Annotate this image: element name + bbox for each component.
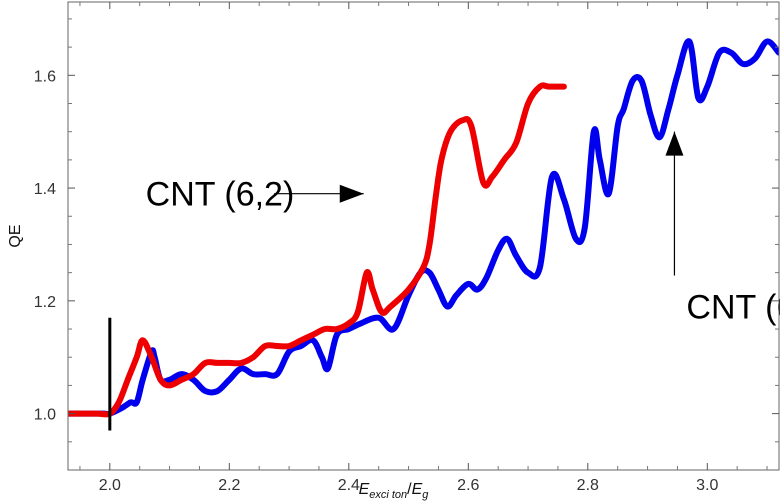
annotation-layer: CNT (6,2) CNT (6,5) xyxy=(146,131,780,326)
series-layer xyxy=(68,38,779,418)
x-axis-title-main: E xyxy=(359,481,370,498)
annotation-label-1: CNT (6,2) xyxy=(146,176,295,214)
x-axis-title-sep: / xyxy=(407,481,412,498)
x-axis-title-sub: exci ton xyxy=(369,489,407,501)
series-line-1 xyxy=(68,38,779,418)
y-tick-label: 1.2 xyxy=(34,294,56,311)
x-axis-title: Eexci ton/Eg xyxy=(359,481,430,501)
y-tick-label: 1.4 xyxy=(34,181,56,198)
x-tick-label: 2.8 xyxy=(577,477,599,494)
x-tick-label: 2.0 xyxy=(99,477,121,494)
series-line-2 xyxy=(68,82,567,418)
plot-area: CNT (6,2) CNT (6,5) xyxy=(68,38,780,431)
y-axis-title: QE xyxy=(7,224,24,247)
y-tick-label: 1.6 xyxy=(34,68,56,85)
x-axis-title-main2: E xyxy=(412,481,423,498)
annotation-arrowhead-1 xyxy=(339,184,364,203)
x-tick-label: 2.6 xyxy=(457,477,479,494)
annotation-arrowhead-2 xyxy=(665,131,684,156)
x-axis-title-sub2: g xyxy=(422,489,429,501)
annotation-label-2: CNT (6,5) xyxy=(686,288,780,326)
x-tick-label: 2.2 xyxy=(218,477,240,494)
plot-frame xyxy=(67,1,780,471)
y-tick-label: 1.0 xyxy=(34,407,56,424)
x-tick-label: 2.4 xyxy=(338,477,360,494)
x-tick-label: 3.0 xyxy=(696,477,718,494)
tick-layer: 2.0 2.2 2.4 2.6 2.8 3.0 1.0 1.2 1.4 1.6 xyxy=(34,2,779,494)
